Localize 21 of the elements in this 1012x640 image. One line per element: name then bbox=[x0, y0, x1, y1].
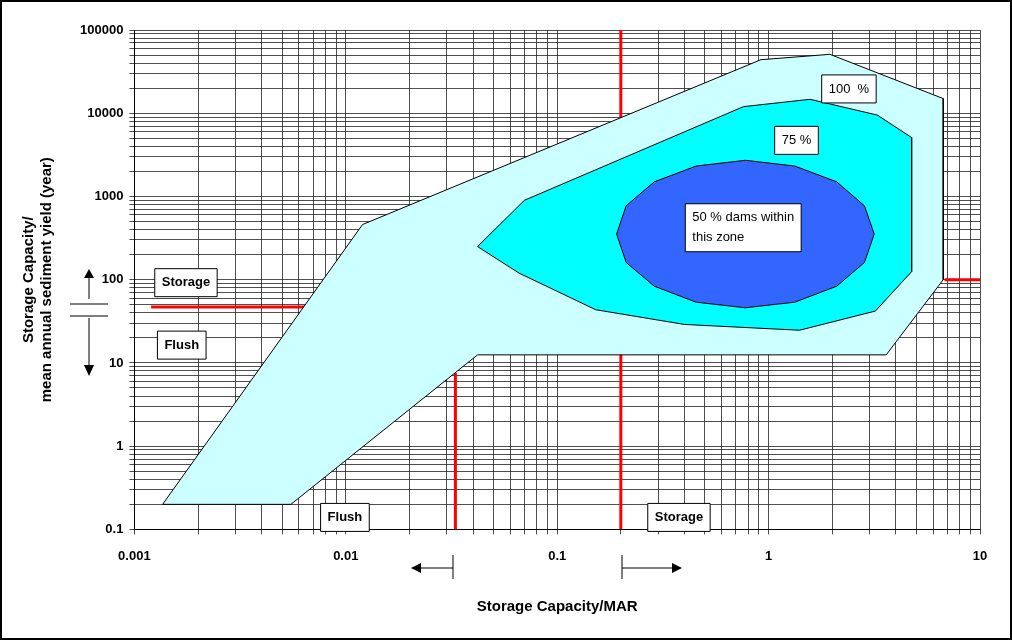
y-tick-label: 0.1 bbox=[105, 520, 124, 536]
y-tick-label: 100 bbox=[101, 271, 124, 287]
x-tick-label: 0.1 bbox=[548, 547, 567, 563]
x-tick-label: 1 bbox=[764, 547, 773, 563]
y-tick-label: 10000 bbox=[87, 104, 124, 120]
y-tick-label: 1 bbox=[116, 437, 124, 453]
annotation: Flush bbox=[164, 336, 200, 352]
x-tick-label: 0.001 bbox=[118, 547, 151, 563]
y-tick-label: 100000 bbox=[79, 21, 124, 37]
y-axis-title: Storage Capacity/ mean annual sediment yield (year) bbox=[19, 157, 55, 403]
annotation: Flush bbox=[327, 508, 363, 524]
y-tick-label: 10 bbox=[108, 354, 124, 370]
x-tick-label: 0.01 bbox=[333, 547, 359, 563]
series-label: 50 % dams within this zone bbox=[692, 209, 795, 245]
x-tick-label: 10 bbox=[972, 547, 988, 563]
y-tick-label: 1000 bbox=[94, 188, 124, 204]
series-label: 100 % bbox=[828, 80, 870, 96]
annotation: Storage bbox=[654, 508, 704, 524]
series-label: 75 % bbox=[781, 131, 812, 147]
x-axis-title: Storage Capacity/MAR bbox=[476, 597, 638, 615]
annotation: Storage bbox=[161, 274, 211, 290]
